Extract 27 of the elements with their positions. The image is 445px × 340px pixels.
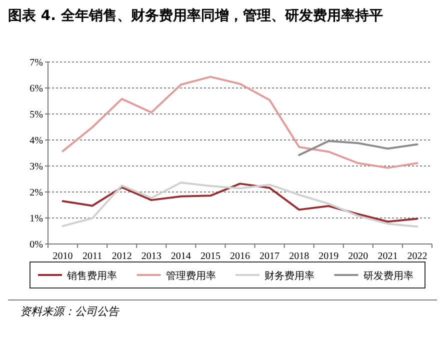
y-tick-label: 1% (30, 214, 43, 224)
x-tick-label: 2018 (289, 251, 310, 262)
x-tick-label: 2016 (230, 251, 250, 262)
x-tick-label: 2014 (170, 251, 191, 262)
x-tick-label: 2012 (112, 251, 132, 262)
x-tick-label: 2015 (200, 251, 220, 262)
y-tick-label: 2% (30, 188, 43, 198)
legend-label: 研发费用率 (363, 270, 414, 282)
legend-label: 销售费用率 (66, 270, 117, 282)
x-tick-label: 2022 (407, 251, 428, 262)
x-tick-label: 2017 (260, 251, 280, 262)
text: 资料来源：公司公告 (20, 305, 120, 318)
y-tick-label: 3% (30, 162, 43, 172)
x-tick-label: 2021 (378, 251, 398, 262)
title: 图表 4. 全年销售、财务费用率同增，管理、研发费用率持平 (8, 8, 383, 24)
x-tick-label: 2011 (82, 251, 102, 262)
y-tick-label: 4% (30, 136, 43, 146)
x-tick-label: 2010 (52, 251, 73, 262)
x-tick-label: 2013 (141, 251, 162, 262)
y-tick-label: 0% (30, 240, 43, 250)
legend-label: 财务费用率 (264, 270, 314, 282)
y-tick-label: 6% (30, 84, 43, 94)
y-tick-label: 5% (30, 110, 43, 120)
legend-label: 管理费用率 (166, 270, 216, 282)
y-tick-label: 7% (30, 58, 43, 68)
x-tick-label: 2020 (348, 251, 368, 262)
x-tick-label: 2019 (318, 251, 339, 262)
